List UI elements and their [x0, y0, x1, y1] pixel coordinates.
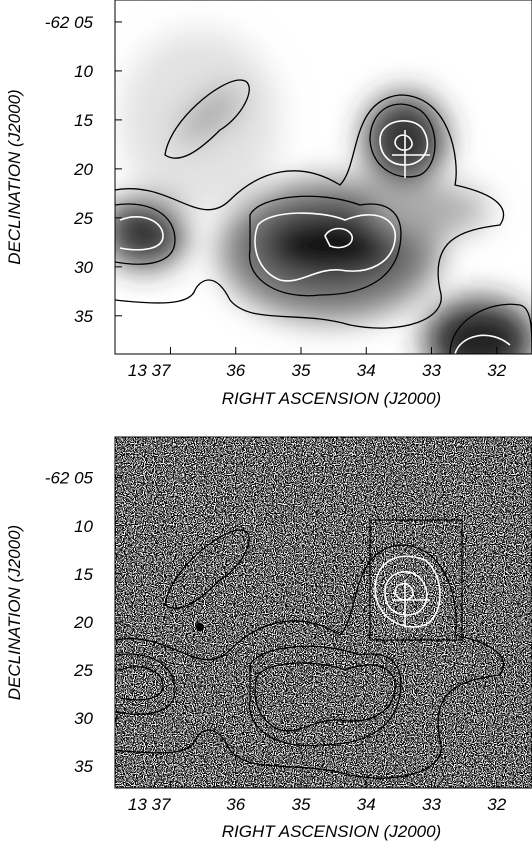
- x-tick-label: 13 37: [128, 361, 171, 380]
- y-tick-label: 30: [74, 709, 93, 728]
- x-axis-label: RIGHT ASCENSION (J2000): [222, 389, 441, 408]
- y-tick-label: 15: [74, 111, 93, 130]
- bottom-panel: 13 37 36 35 34 33 32 -62 05 10 15 20 25 30 35 RIGHT A…: [5, 436, 532, 841]
- frame: [114, 436, 532, 789]
- y-tick-label: 25: [73, 661, 93, 680]
- x-tick-label: 35: [292, 361, 311, 380]
- x-tick-label: 34: [357, 795, 376, 814]
- x-tick-label: 32: [487, 361, 506, 380]
- x-tick-label: 36: [226, 795, 245, 814]
- top-panel: 13 37 36 35 34 33 32 -62 05 10 15 20 25 30 35 RIGHT A…: [5, 0, 532, 408]
- x-tick-label: 33: [422, 361, 441, 380]
- y-tick-label: 25: [73, 209, 93, 228]
- y-axis-label: DECLINATION (J2000): [5, 89, 24, 264]
- x-tick-label: 35: [292, 795, 311, 814]
- y-tick-label: 15: [74, 565, 93, 584]
- frame: [114, 0, 532, 355]
- x-tick-label: 32: [487, 795, 506, 814]
- y-tick-label: -62 05: [45, 13, 94, 32]
- y-tick-label: 10: [74, 517, 93, 536]
- x-tick-label: 13 37: [128, 795, 171, 814]
- y-tick-label: 20: [73, 613, 93, 632]
- x-tick-label: 34: [357, 361, 376, 380]
- grayscale-map: [115, 30, 532, 354]
- y-tick-label: 35: [74, 757, 93, 776]
- y-tick-label: -62 05: [45, 469, 94, 488]
- y-tick-label: 35: [74, 307, 93, 326]
- y-tick-label: 10: [74, 62, 93, 81]
- y-tick-label: 20: [73, 160, 93, 179]
- x-tick-label: 36: [226, 361, 245, 380]
- y-tick-label: 30: [74, 258, 93, 277]
- x-tick-label: 33: [422, 795, 441, 814]
- optical-image: [115, 437, 532, 788]
- y-axis-label: DECLINATION (J2000): [5, 525, 24, 700]
- x-axis-label: RIGHT ASCENSION (J2000): [222, 822, 441, 841]
